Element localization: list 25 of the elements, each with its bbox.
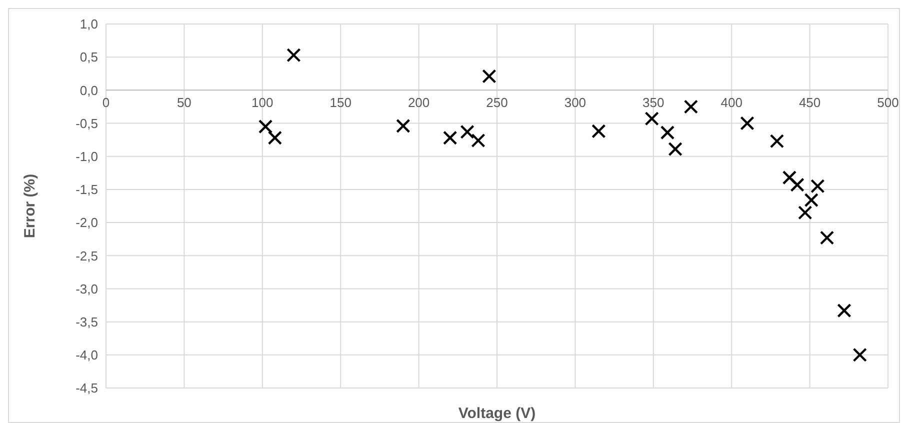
y-tick-label: -1,0 — [76, 148, 98, 164]
x-tick-label: 50 — [176, 95, 192, 110]
x-tick-label: 500 — [877, 95, 899, 110]
x-axis-title: Voltage (V) — [458, 405, 536, 422]
x-tick-label: 300 — [564, 95, 586, 110]
y-tick-label: -4,0 — [76, 348, 98, 363]
y-tick-label: 0,5 — [80, 50, 98, 65]
x-tick-label: 150 — [330, 95, 352, 110]
x-tick-label: 350 — [642, 95, 664, 110]
y-axis-title: Error (%) — [21, 174, 38, 238]
x-tick-label: 0 — [102, 95, 110, 110]
y-tick-label: -3,0 — [76, 281, 98, 296]
y-tick-label: -1,5 — [76, 182, 98, 198]
y-tick-label: 1,0 — [80, 16, 98, 32]
y-tick-label: -4,5 — [76, 380, 98, 396]
y-tick-label: 0,0 — [80, 82, 98, 98]
y-tick-label: -2,0 — [76, 215, 98, 230]
y-tick-label: -0,5 — [76, 116, 98, 131]
x-tick-label: 100 — [252, 95, 274, 110]
y-tick-label: -2,5 — [76, 248, 98, 264]
x-tick-label: 400 — [720, 95, 742, 110]
x-tick-label: 250 — [486, 95, 508, 110]
x-tick-label: 200 — [408, 95, 430, 110]
x-tick-label: 450 — [798, 95, 821, 110]
y-tick-label: -3,5 — [76, 314, 98, 330]
